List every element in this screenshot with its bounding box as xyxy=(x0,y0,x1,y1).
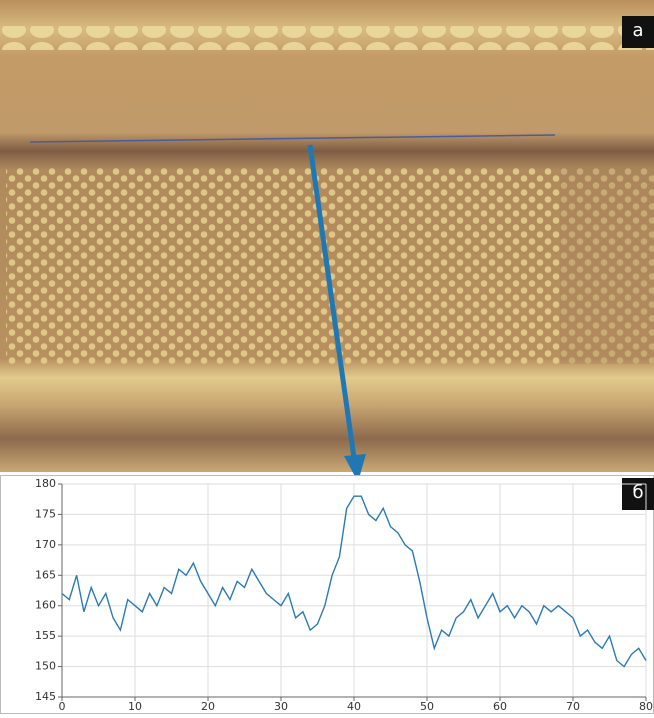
y-tick-label: 155 xyxy=(35,629,56,642)
y-tick-label: 175 xyxy=(35,507,56,520)
y-tick-label: 170 xyxy=(35,538,56,551)
x-tick-label: 0 xyxy=(59,700,66,713)
x-tick-label: 50 xyxy=(420,700,434,713)
x-tick-label: 70 xyxy=(566,700,580,713)
figure: а б 145 150 155 160 165 170 175 180 0 10 20 30 40 50 6… xyxy=(0,0,654,714)
x-tick-label: 80 xyxy=(639,700,653,713)
x-tick-label: 20 xyxy=(201,700,215,713)
y-tick-label: 160 xyxy=(35,599,56,612)
x-tick-label: 30 xyxy=(274,700,288,713)
x-tick-label: 40 xyxy=(347,700,361,713)
micrograph xyxy=(0,0,654,482)
y-tick-label: 180 xyxy=(35,477,56,490)
x-tick-label: 10 xyxy=(128,700,142,713)
x-tick-label: 60 xyxy=(493,700,507,713)
y-tick-label: 165 xyxy=(35,568,56,581)
page: а б 145 150 155 160 165 170 175 180 0 10 20 30 40 50 6… xyxy=(0,0,654,714)
y-tick-label: 150 xyxy=(35,660,56,673)
panel-label: б xyxy=(632,482,643,503)
y-tick-label: 145 xyxy=(35,690,56,703)
panel-label: а xyxy=(632,20,643,41)
